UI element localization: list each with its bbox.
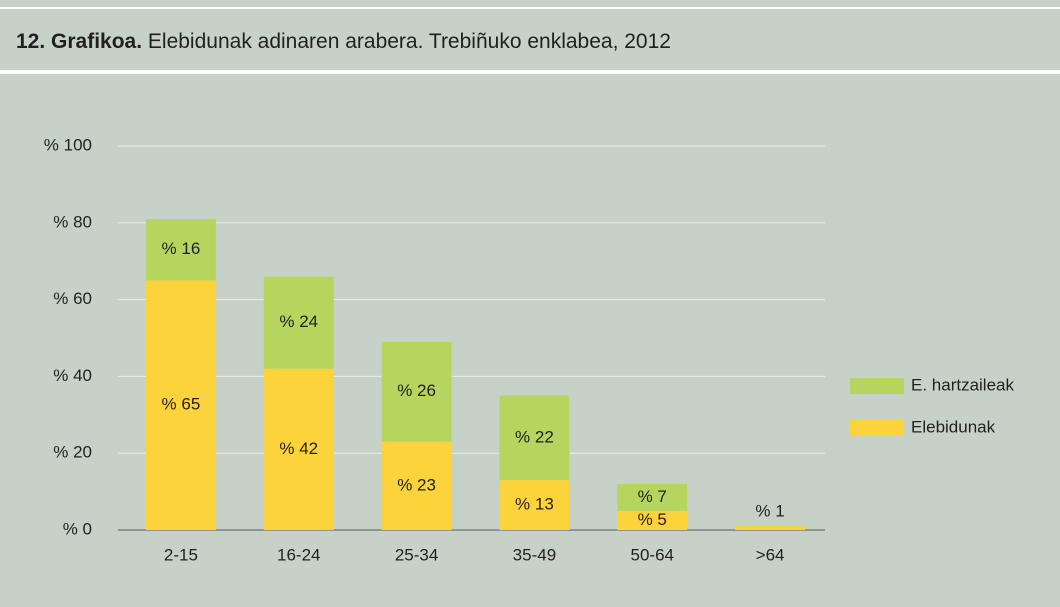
bar-segment — [617, 483, 688, 511]
value-label: % 16 — [162, 239, 201, 258]
value-label: % 13 — [515, 495, 554, 514]
bar-segment — [735, 526, 806, 530]
value-label: % 22 — [515, 427, 554, 446]
y-tick-label: % 100 — [44, 135, 92, 154]
value-label: % 65 — [162, 395, 201, 414]
value-label: % 42 — [279, 439, 318, 458]
legend-swatch — [850, 420, 904, 436]
x-tick-label: >64 — [756, 545, 785, 564]
y-tick-label: % 60 — [53, 289, 92, 308]
value-label: % 26 — [397, 381, 436, 400]
x-tick-label: 2-15 — [164, 545, 198, 564]
value-label: % 24 — [279, 312, 318, 331]
bar-segment — [145, 218, 216, 281]
y-tick-label: % 20 — [53, 443, 92, 462]
title-number: 12. Grafikoa. — [16, 30, 142, 53]
legend-label: E. hartzaileak — [911, 375, 1014, 394]
value-label: % 1 — [755, 502, 784, 521]
bar-segment — [381, 341, 452, 442]
bar-segment — [145, 280, 216, 530]
y-tick-label: % 80 — [53, 212, 92, 231]
legend-swatch — [850, 378, 904, 394]
legend-label: Elebidunak — [911, 417, 996, 436]
chart-title: 12. Grafikoa. Elebidunak adinaren araber… — [16, 30, 671, 53]
x-tick-label: 50-64 — [631, 545, 674, 564]
bar-segment — [499, 395, 570, 481]
x-tick-label: 25-34 — [395, 545, 438, 564]
title-text: Elebidunak adinaren arabera. Trebiñuko e… — [148, 30, 671, 53]
bar-segment — [263, 368, 334, 530]
x-tick-label: 16-24 — [277, 545, 320, 564]
x-tick-label: 35-49 — [513, 545, 556, 564]
value-label: % 7 — [638, 487, 667, 506]
bar-segment — [499, 480, 570, 530]
bar-segment — [381, 441, 452, 530]
bar-segment — [617, 510, 688, 530]
bar-segment — [263, 276, 334, 369]
y-tick-label: % 0 — [63, 519, 92, 538]
y-tick-label: % 40 — [53, 366, 92, 385]
value-label: % 5 — [638, 510, 667, 529]
value-label: % 23 — [397, 475, 436, 494]
